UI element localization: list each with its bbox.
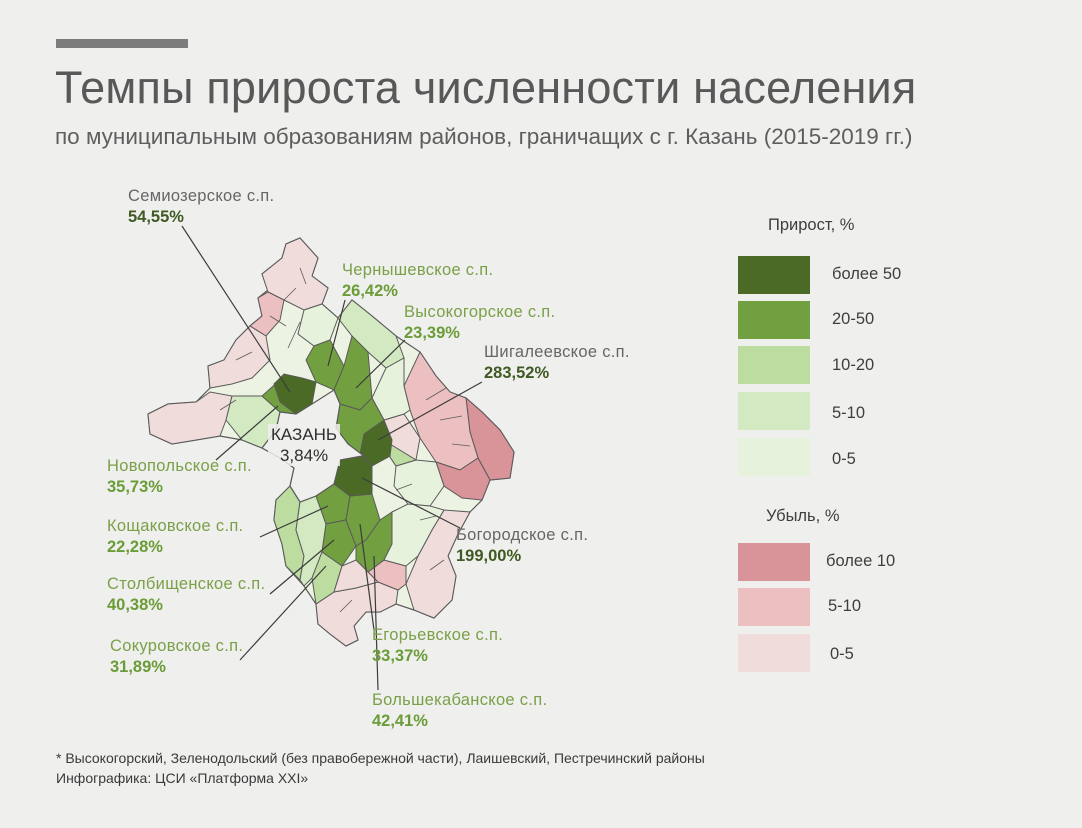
- legend-swatch-growth-2: [738, 346, 810, 384]
- label-name: Семиозерское с.п.: [128, 187, 275, 205]
- legend-label-growth-2: 10-20: [832, 356, 875, 374]
- region-decline-north2: [249, 291, 285, 337]
- label-value: 199,00%: [456, 547, 522, 565]
- legend-growth-title: Прирост, %: [768, 216, 855, 234]
- region-south-mid: [333, 559, 379, 593]
- leader-semiozerskoe: [181, 225, 291, 393]
- legend-swatch-growth-0: [738, 256, 810, 294]
- legend-swatch-decline-0: [738, 543, 810, 581]
- kazan-value: 3,84%: [279, 446, 329, 465]
- label-name: Большекабанское с.п.: [372, 691, 548, 709]
- label-shigaleevskoe: Шигалеевское с.п. 283,52%: [484, 342, 630, 384]
- label-value: 23,39%: [404, 324, 460, 342]
- label-chernyshevskoe: Чернышевское с.п. 26,42%: [342, 260, 493, 302]
- label-name: Богородское с.п.: [456, 526, 589, 544]
- label-value: 42,41%: [372, 712, 428, 730]
- accent-bar: [56, 39, 188, 48]
- region-se-light: [383, 503, 445, 567]
- region-sokurovskoe: [311, 551, 343, 605]
- legend-label-growth-4: 0-5: [832, 450, 856, 468]
- label-name: Сокуровское с.п.: [110, 637, 244, 655]
- label-koshchakovskoe: Кощаковское с.п. 22,28%: [107, 516, 243, 558]
- footnote: * Высокогорский, Зеленодольский (без пра…: [56, 750, 705, 766]
- region-decline-east2: [435, 457, 491, 501]
- legend-label-decline-2: 0-5: [830, 645, 854, 663]
- label-name: Егорьевское с.п.: [372, 626, 504, 644]
- label-stolbishchenskoe: Столбищенское с.п. 40,38%: [107, 574, 265, 616]
- legend-label-growth-1: 20-50: [832, 310, 875, 328]
- leader-stolbishchenskoe: [269, 539, 335, 595]
- region-decline-west: [147, 391, 233, 445]
- label-novopolskoe: Новопольское с.п. 35,73%: [107, 456, 252, 498]
- kazan-name: КАЗАНЬ: [271, 425, 338, 444]
- label-sokurovskoe: Сокуровское с.п. 31,89%: [110, 636, 243, 678]
- legend-label-decline-0: более 10: [826, 552, 896, 570]
- page-title: Темпы прироста численности населения: [55, 62, 917, 113]
- label-value: 33,37%: [372, 647, 428, 665]
- leader-vysokogorskoe: [355, 339, 406, 389]
- label-name: Чернышевское с.п.: [342, 261, 494, 279]
- legend-swatch-growth-3: [738, 392, 810, 430]
- label-name: Столбищенское с.п.: [107, 575, 266, 593]
- label-name: Высокогорское с.п.: [404, 303, 556, 321]
- label-value: 22,28%: [107, 538, 163, 556]
- leader-bolshekabanskoe: [373, 555, 379, 691]
- credit: Инфографика: ЦСИ «Платформа XXI»: [56, 770, 309, 786]
- leader-bogorodskoe: [361, 477, 461, 529]
- label-bolshekabanskoe: Большекабанское с.п. 42,41%: [372, 690, 547, 732]
- leader-koshchakovskoe: [259, 505, 329, 538]
- leader-chernyshevskoe: [327, 299, 346, 367]
- leader-lines: [181, 225, 483, 691]
- label-bogorodskoe: Богородское с.п. 199,00%: [456, 525, 588, 567]
- label-value: 26,42%: [342, 282, 398, 300]
- label-value: 283,52%: [484, 364, 550, 382]
- legend-swatch-decline-2: [738, 634, 810, 672]
- region-decline-nw: [207, 325, 271, 389]
- label-name: Новопольское с.п.: [107, 457, 252, 475]
- label-name: Шигалеевское с.п.: [484, 343, 630, 361]
- legend-decline-title: Убыль, %: [766, 507, 840, 525]
- page-subtitle: по муниципальным образованиям районов, г…: [55, 124, 913, 149]
- leader-sokurovskoe: [239, 565, 327, 661]
- kazan-label: КАЗАНЬ 3,84%: [268, 424, 341, 466]
- internal-boundaries: [219, 267, 471, 613]
- legend-label-growth-0: более 50: [832, 265, 902, 283]
- label-value: 40,38%: [107, 596, 163, 614]
- label-value: 35,73%: [107, 478, 163, 496]
- legend-swatch-decline-1: [738, 588, 810, 626]
- leader-egorevskoe: [359, 523, 375, 631]
- region-growth-e1: [393, 459, 445, 507]
- leader-novopolskoe: [215, 405, 279, 461]
- label-semiozerskoe: Семиозерское с.п. 54,55%: [128, 186, 274, 228]
- label-name: Кощаковское с.п.: [107, 517, 244, 535]
- legend-swatch-growth-4: [738, 438, 810, 476]
- label-value: 54,55%: [128, 208, 184, 226]
- legend-label-growth-3: 5-10: [832, 404, 866, 422]
- legend-swatch-growth-1: [738, 301, 810, 339]
- label-vysokogorskoe: Высокогорское с.п. 23,39%: [404, 302, 555, 344]
- label-egorevskoe: Егорьевское с.п. 33,37%: [372, 625, 503, 667]
- legend-label-decline-1: 5-10: [828, 597, 862, 615]
- leader-shigaleevskoe: [377, 381, 483, 441]
- region-stolbishchenskoe: [321, 519, 357, 567]
- label-value: 31,89%: [110, 658, 166, 676]
